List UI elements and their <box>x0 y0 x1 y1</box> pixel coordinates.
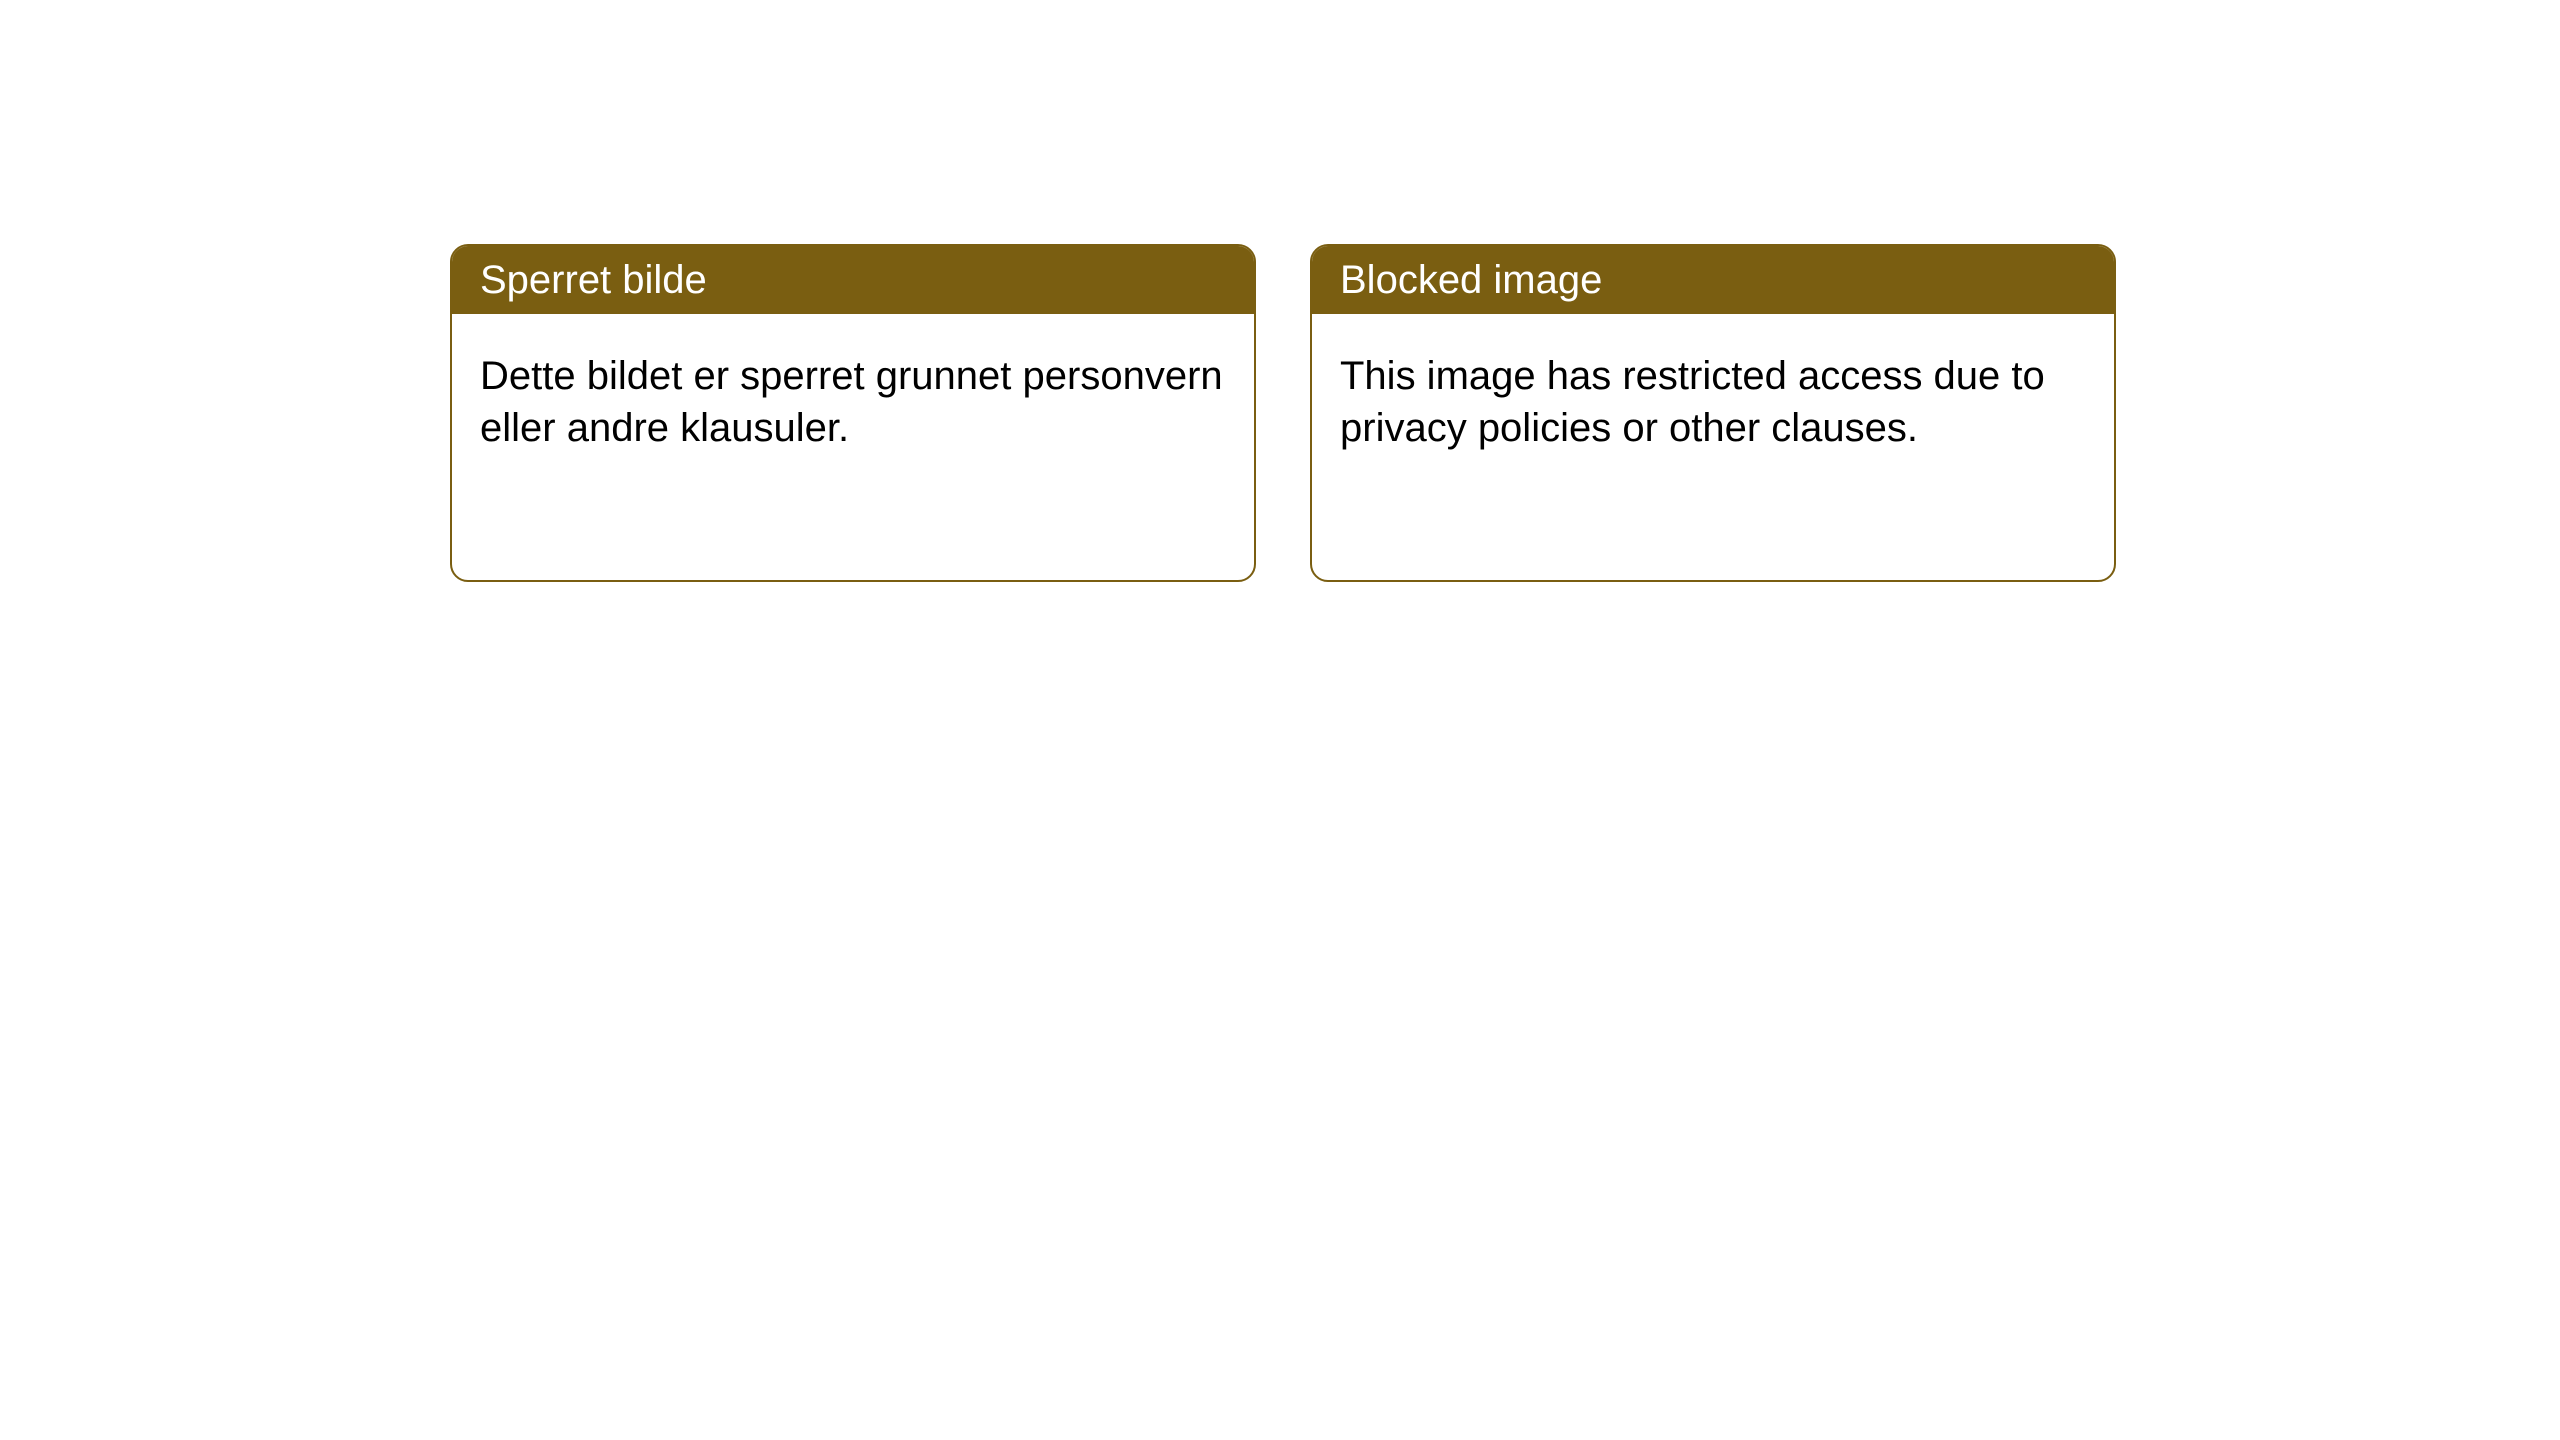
card-body-text: Dette bildet er sperret grunnet personve… <box>480 354 1223 450</box>
card-title: Sperret bilde <box>480 258 707 302</box>
card-header: Sperret bilde <box>452 246 1254 314</box>
card-body: This image has restricted access due to … <box>1312 314 2114 490</box>
card-title: Blocked image <box>1340 258 1602 302</box>
blocked-image-card-en: Blocked image This image has restricted … <box>1310 244 2116 582</box>
card-header: Blocked image <box>1312 246 2114 314</box>
card-body: Dette bildet er sperret grunnet personve… <box>452 314 1254 490</box>
cards-container: Sperret bilde Dette bildet er sperret gr… <box>450 244 2116 582</box>
blocked-image-card-no: Sperret bilde Dette bildet er sperret gr… <box>450 244 1256 582</box>
card-body-text: This image has restricted access due to … <box>1340 354 2045 450</box>
